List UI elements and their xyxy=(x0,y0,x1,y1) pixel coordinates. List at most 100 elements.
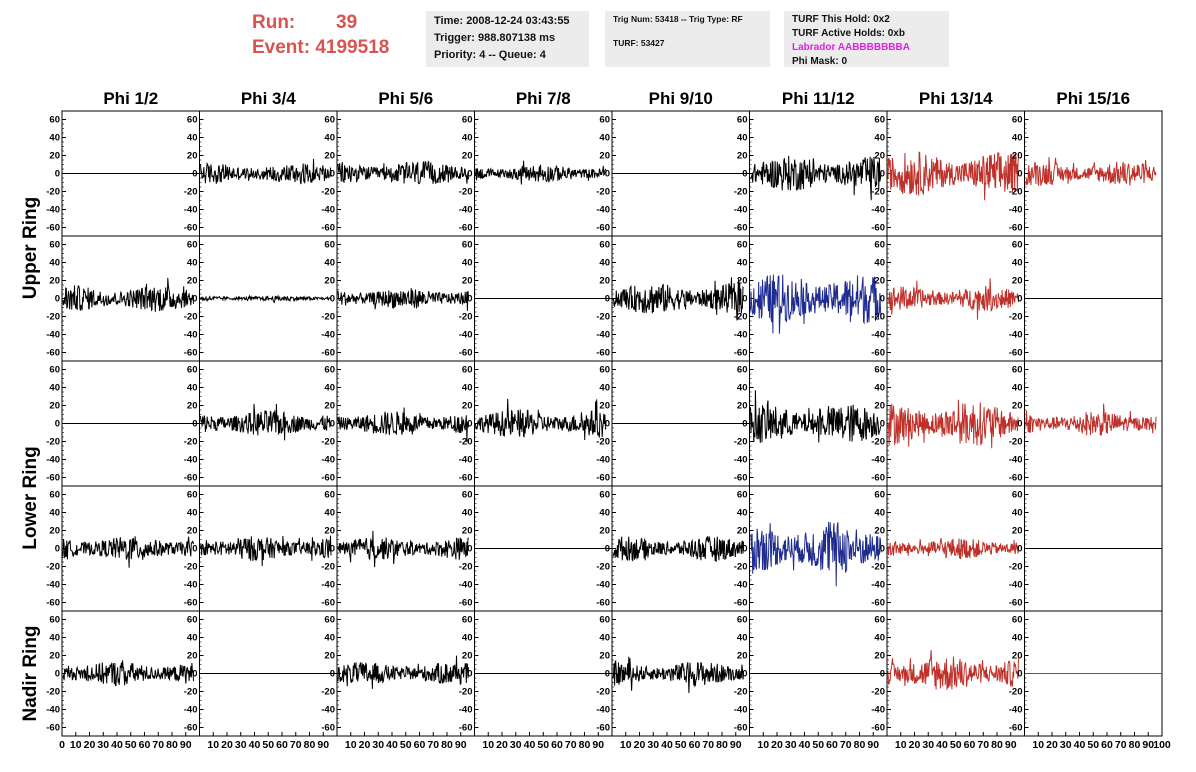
y-tick-label: 20 xyxy=(874,401,885,412)
y-tick-label: 20 xyxy=(187,651,198,662)
y-tick-label: 60 xyxy=(737,115,748,126)
y-tick-label: 60 xyxy=(737,615,748,626)
waveform-r3-c7 xyxy=(887,399,1019,449)
y-tick-label: 40 xyxy=(737,258,748,269)
x-tick-label: 80 xyxy=(304,739,316,751)
y-tick-label: 0 xyxy=(192,544,197,555)
y-tick-label: -40 xyxy=(184,705,198,716)
x-tick-label: 20 xyxy=(1046,739,1058,751)
y-tick-label: 0 xyxy=(880,419,885,430)
y-tick-label: -20 xyxy=(871,187,885,198)
y-tick-label: 40 xyxy=(187,383,198,394)
column-title-4: Phi 7/8 xyxy=(516,89,571,108)
y-tick-label: -40 xyxy=(871,705,885,716)
y-tick-label: -40 xyxy=(459,330,473,341)
x-tick-label: 50 xyxy=(262,739,274,751)
x-tick-label: 30 xyxy=(785,739,797,751)
y-tick-label: 20 xyxy=(1012,526,1023,537)
y-tick-label: -40 xyxy=(1009,205,1023,216)
ring-title-3: Nadir Ring xyxy=(20,625,41,721)
y-tick-label: 0 xyxy=(1017,419,1022,430)
y-tick-label: 0 xyxy=(742,419,747,430)
column-title-1: Phi 1/2 xyxy=(103,89,158,108)
y-tick-label: 0 xyxy=(192,419,197,430)
y-tick-label: 0 xyxy=(467,169,472,180)
y-tick-label: -40 xyxy=(459,705,473,716)
y-tick-label: 0 xyxy=(742,669,747,680)
y-tick-label: 20 xyxy=(737,151,748,162)
x-tick-label: 30 xyxy=(922,739,934,751)
y-tick-label: 40 xyxy=(874,508,885,519)
y-tick-label: 0 xyxy=(467,669,472,680)
y-tick-label: 60 xyxy=(324,615,335,626)
y-tick-label: 60 xyxy=(187,615,198,626)
y-tick-label: 40 xyxy=(874,633,885,644)
y-tick-label: 40 xyxy=(599,133,610,144)
y-tick-label: 20 xyxy=(49,526,60,537)
y-tick-label: -40 xyxy=(184,455,198,466)
y-tick-label: -20 xyxy=(596,312,610,323)
y-tick-label: -20 xyxy=(321,562,335,573)
y-tick-label: -20 xyxy=(184,437,198,448)
y-tick-label: 60 xyxy=(324,490,335,501)
y-tick-label: -20 xyxy=(321,437,335,448)
y-tick-label: 20 xyxy=(599,401,610,412)
x-tick-label: 20 xyxy=(634,739,646,751)
y-tick-label: 0 xyxy=(742,294,747,305)
y-tick-label: 20 xyxy=(1012,151,1023,162)
y-tick-label: -60 xyxy=(184,348,198,359)
x-tick-label: 100 xyxy=(1153,739,1171,751)
y-tick-label: 60 xyxy=(599,240,610,251)
column-title-5: Phi 9/10 xyxy=(649,89,713,108)
y-tick-label: 40 xyxy=(1012,508,1023,519)
turf-active-line: TURF Active Holds: 0xb xyxy=(792,28,905,39)
y-tick-label: 0 xyxy=(467,419,472,430)
y-tick-label: -40 xyxy=(734,580,748,591)
y-tick-label: 60 xyxy=(324,365,335,376)
y-tick-label: -20 xyxy=(871,437,885,448)
y-tick-label: 20 xyxy=(187,151,198,162)
y-tick-label: 60 xyxy=(1012,365,1023,376)
y-tick-label: 20 xyxy=(49,151,60,162)
y-tick-label: 40 xyxy=(599,258,610,269)
x-tick-label: 10 xyxy=(895,739,907,751)
y-tick-label: 0 xyxy=(467,294,472,305)
y-tick-label: -40 xyxy=(596,705,610,716)
x-tick-label: 10 xyxy=(345,739,357,751)
y-tick-label: 60 xyxy=(49,115,60,126)
y-tick-label: -40 xyxy=(871,580,885,591)
y-tick-label: 20 xyxy=(874,651,885,662)
y-tick-label: 0 xyxy=(330,294,335,305)
y-tick-label: -40 xyxy=(184,205,198,216)
y-tick-label: -20 xyxy=(1009,187,1023,198)
y-tick-label: 20 xyxy=(874,151,885,162)
y-tick-label: 20 xyxy=(324,651,335,662)
waveform-r3-c3 xyxy=(337,407,469,443)
y-tick-label: 40 xyxy=(462,633,473,644)
y-tick-label: -20 xyxy=(184,312,198,323)
y-tick-label: -60 xyxy=(734,473,748,484)
y-tick-label: -60 xyxy=(871,348,885,359)
x-tick-label: 90 xyxy=(592,739,604,751)
y-tick-label: 60 xyxy=(874,615,885,626)
y-tick-label: -40 xyxy=(596,330,610,341)
x-tick-label: 60 xyxy=(1101,739,1113,751)
y-tick-label: 20 xyxy=(599,151,610,162)
y-tick-label: -40 xyxy=(321,705,335,716)
y-tick-label: 20 xyxy=(737,276,748,287)
y-tick-label: -40 xyxy=(321,330,335,341)
trigger-line: Trigger: 988.807138 ms xyxy=(434,32,556,44)
y-tick-label: -20 xyxy=(1009,437,1023,448)
x-tick-label: 20 xyxy=(221,739,233,751)
x-tick-label: 50 xyxy=(1087,739,1099,751)
y-tick-label: 20 xyxy=(599,526,610,537)
y-tick-label: -60 xyxy=(596,598,610,609)
waveform-r1-c6 xyxy=(750,155,882,201)
y-tick-label: -60 xyxy=(46,723,60,734)
y-tick-label: -40 xyxy=(46,330,60,341)
y-tick-label: 0 xyxy=(742,544,747,555)
y-tick-label: -20 xyxy=(321,687,335,698)
x-tick-label: 80 xyxy=(991,739,1003,751)
y-tick-label: 20 xyxy=(49,401,60,412)
